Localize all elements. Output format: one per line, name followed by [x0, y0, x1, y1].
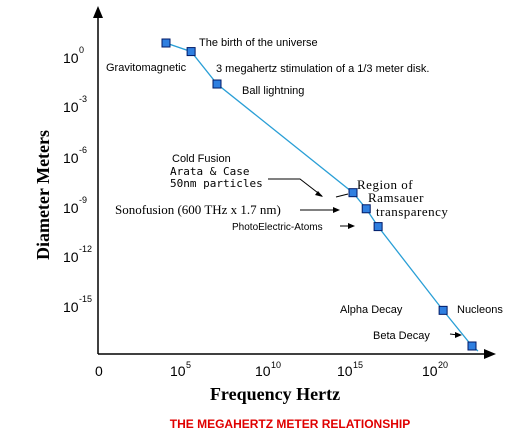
arrowhead-cold-fusion [315, 191, 323, 197]
label-region-3: transparency [376, 204, 448, 219]
x-tick-label: 10 [170, 363, 186, 379]
data-markers [161, 38, 477, 351]
y-tick-exponent: -3 [79, 94, 87, 104]
label-3mhz: 3 megahertz stimulation of a 1/3 meter d… [216, 63, 429, 75]
y-tick-label: 10 [63, 200, 79, 216]
y-tick-exponent: -12 [79, 244, 92, 254]
y-tick-exponent: -6 [79, 145, 87, 155]
label-region-1: Region of [357, 177, 413, 192]
data-point [361, 204, 371, 214]
label-birth-universe: The birth of the universe [199, 37, 318, 49]
x-tick-exponent: 10 [271, 360, 281, 370]
series-line [162, 39, 479, 352]
x-axis-label: Frequency Hertz [210, 384, 340, 404]
x-tick-exponent: 20 [438, 360, 448, 370]
arrowhead-beta [455, 332, 462, 338]
y-axis-arrow [93, 6, 103, 18]
label-alpha-decay: Alpha Decay [340, 304, 403, 316]
y-axis-label: Diameter Meters [33, 130, 53, 260]
y-tick-label: 10 [63, 249, 79, 265]
arrowhead-sonofusion [333, 207, 340, 213]
label-nucleons: Nucleons [457, 304, 503, 316]
label-gravitomagnetic: Gravitomagnetic [106, 62, 187, 74]
x-tick-exponent: 5 [186, 360, 191, 370]
label-region-2: Ramsauer [368, 190, 424, 205]
y-tick-exponent: -15 [79, 294, 92, 304]
label-50nm: 50nm particles [170, 177, 263, 190]
data-point [212, 79, 222, 89]
label-arata-case: Arata & Case [170, 165, 249, 178]
y-tick-label: 10 [63, 299, 79, 315]
y-tick-label: 10 [63, 99, 79, 115]
chart-title: THE MEGAHERTZ METER RELATIONSHIP [170, 417, 410, 431]
data-point [348, 188, 358, 198]
data-point [438, 305, 448, 315]
x-tick-label: 10 [255, 363, 271, 379]
label-cold-fusion: Cold Fusion [172, 153, 231, 165]
data-point [467, 341, 477, 351]
data-point [161, 38, 171, 48]
x-tick-label: 0 [95, 363, 103, 379]
label-photoelectric: PhotoElectric-Atoms [232, 222, 323, 233]
data-point [186, 47, 196, 57]
y-tick-exponent: 0 [79, 45, 84, 55]
x-axis-arrow [484, 349, 496, 359]
label-sonofusion: Sonofusion (600 THz x 1.7 nm) [115, 202, 281, 217]
label-ball-lightning: Ball lightning [242, 85, 304, 97]
x-tick-label: 10 [337, 363, 353, 379]
arrow-cold-fusion [268, 178, 323, 197]
x-tick-labels: 0 10 5 10 10 10 15 10 20 [95, 360, 448, 379]
x-tick-label: 10 [422, 363, 438, 379]
arrowhead-photoelectric [348, 223, 355, 229]
data-point [373, 222, 383, 232]
y-tick-label: 10 [63, 50, 79, 66]
label-beta-decay: Beta Decay [373, 330, 430, 342]
annotation-arrowheads [315, 191, 462, 338]
y-tick-label: 10 [63, 150, 79, 166]
x-tick-exponent: 15 [353, 360, 363, 370]
y-tick-exponent: -9 [79, 195, 87, 205]
arrow-region [335, 193, 349, 198]
